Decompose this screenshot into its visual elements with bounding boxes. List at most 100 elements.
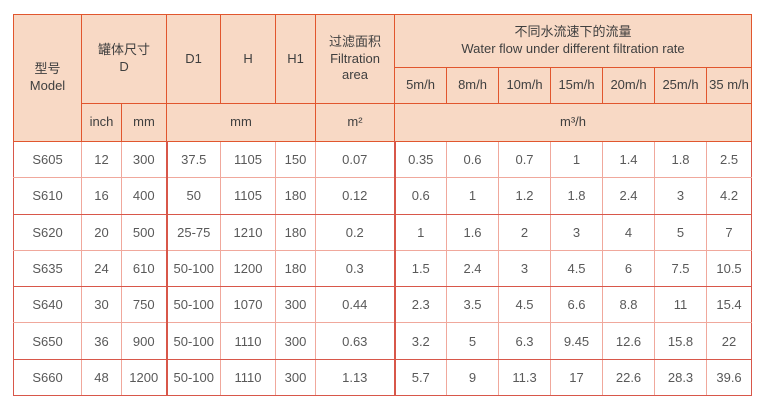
header-rate-8: 8m/h: [446, 67, 500, 104]
value-cell: 17: [550, 358, 604, 397]
value-cell: 1200: [220, 249, 277, 288]
value-cell: 12.6: [602, 322, 656, 360]
table-row: S640 30 750 50-100 1070 300 0.44 2.3 3.5 4.5 6.6 8.…: [13, 286, 753, 324]
header-h1: H1: [275, 14, 317, 104]
header-rate-25: 25m/h: [654, 67, 708, 104]
table-row: S620 20 500 25-75 1210 180 0.2 1 1.6 2 3 4 5 7: [13, 213, 753, 251]
value-cell: 3: [654, 177, 708, 215]
header-water-flow-en: Water flow under different filtration ra…: [461, 41, 685, 56]
value-cell: 300: [275, 286, 317, 324]
value-cell: 3: [498, 249, 552, 288]
value-cell: 2.4: [446, 249, 500, 288]
table-row: S660 48 1200 50-100 1110 300 1.13 5.7 9 11.3 17 22.…: [13, 358, 753, 397]
value-cell: 12: [81, 140, 122, 179]
value-cell: 39.6: [706, 358, 753, 397]
model-cell: S635: [13, 249, 82, 288]
value-cell: 7: [706, 213, 753, 251]
value-cell: 5: [446, 322, 500, 360]
spec-table: 型号 Model 罐体尺寸 D D1 H H1 过滤面积 Filtration …: [13, 14, 753, 397]
header-tank-zh: 罐体尺寸: [98, 42, 151, 58]
value-cell: 1.5: [393, 249, 448, 288]
value-cell: 2.5: [706, 140, 753, 179]
value-cell: 180: [275, 249, 317, 288]
unit-m2: m²: [315, 103, 396, 142]
value-cell: 1110: [220, 322, 277, 360]
model-cell: S610: [13, 177, 82, 215]
header-model-zh: 型号: [34, 61, 61, 77]
value-cell: 0.44: [315, 286, 396, 324]
value-cell: 30: [81, 286, 122, 324]
value-cell: 1.8: [654, 140, 708, 179]
header-tank-size: 罐体尺寸 D: [80, 14, 168, 104]
value-cell: 37.5: [165, 140, 222, 179]
value-cell: 9.45: [550, 322, 604, 360]
header-rate-35: 35 m/h: [706, 67, 753, 104]
value-cell: 1200: [120, 358, 168, 397]
model-cell: S620: [13, 213, 82, 251]
value-cell: 20: [81, 213, 122, 251]
table-row: S605 12 300 37.5 1105 150 0.07 0.35 0.6 0.7 1 1.4 1.…: [13, 140, 753, 179]
value-cell: 9: [446, 358, 500, 397]
value-cell: 2.4: [602, 177, 656, 215]
model-cell: S605: [13, 140, 82, 179]
value-cell: 6.3: [498, 322, 552, 360]
value-cell: 0.6: [393, 177, 448, 215]
value-cell: 36: [81, 322, 122, 360]
value-cell: 1105: [220, 177, 277, 215]
value-cell: 6: [602, 249, 656, 288]
unit-mm-merged: mm: [166, 103, 317, 142]
value-cell: 180: [275, 177, 317, 215]
value-cell: 1105: [220, 140, 277, 179]
value-cell: 0.6: [446, 140, 500, 179]
value-cell: 0.12: [315, 177, 396, 215]
value-cell: 5.7: [393, 358, 448, 397]
value-cell: 1.2: [498, 177, 552, 215]
value-cell: 4.2: [706, 177, 753, 215]
table-row: S610 16 400 50 1105 180 0.12 0.6 1 1.2 1.8 2.4 3 4.2: [13, 177, 753, 215]
unit-m3h: m³/h: [394, 103, 753, 142]
value-cell: 400: [120, 177, 168, 215]
value-cell: 48: [81, 358, 122, 397]
value-cell: 15.8: [654, 322, 708, 360]
value-cell: 1070: [220, 286, 277, 324]
unit-mm: mm: [120, 103, 168, 142]
value-cell: 2.3: [393, 286, 448, 324]
header-water-flow-zh: 不同水流速下的流量: [514, 24, 632, 40]
header-filtration-en: Filtration area: [330, 50, 380, 83]
header-rate-5: 5m/h: [394, 67, 448, 104]
value-cell: 300: [275, 322, 317, 360]
header-filtration-zh: 过滤面积: [329, 33, 382, 49]
value-cell: 0.07: [315, 140, 396, 179]
value-cell: 7.5: [654, 249, 708, 288]
value-cell: 150: [275, 140, 317, 179]
value-cell: 25-75: [165, 213, 222, 251]
value-cell: 900: [120, 322, 168, 360]
value-cell: 1.13: [315, 358, 396, 397]
value-cell: 300: [120, 140, 168, 179]
unit-inch: inch: [81, 103, 122, 142]
header-tank-en: D: [119, 59, 129, 74]
value-cell: 16: [81, 177, 122, 215]
value-cell: 1.6: [446, 213, 500, 251]
value-cell: 4.5: [498, 286, 552, 324]
value-cell: 1210: [220, 213, 277, 251]
table-body: S605 12 300 37.5 1105 150 0.07 0.35 0.6 0.7 1 1.4 1.…: [13, 140, 753, 397]
value-cell: 50-100: [165, 249, 222, 288]
value-cell: 1: [446, 177, 500, 215]
value-cell: 24: [81, 249, 122, 288]
value-cell: 0.63: [315, 322, 396, 360]
value-cell: 0.7: [498, 140, 552, 179]
value-cell: 4: [602, 213, 656, 251]
value-cell: 0.35: [393, 140, 448, 179]
value-cell: 300: [275, 358, 317, 397]
value-cell: 15.4: [706, 286, 753, 324]
model-cell: S650: [13, 322, 82, 360]
header-h: H: [220, 14, 277, 104]
value-cell: 22: [706, 322, 753, 360]
model-cell: S660: [13, 358, 82, 397]
header-water-flow: 不同水流速下的流量 Water flow under different fil…: [394, 14, 753, 68]
value-cell: 2: [498, 213, 552, 251]
value-cell: 500: [120, 213, 168, 251]
value-cell: 750: [120, 286, 168, 324]
